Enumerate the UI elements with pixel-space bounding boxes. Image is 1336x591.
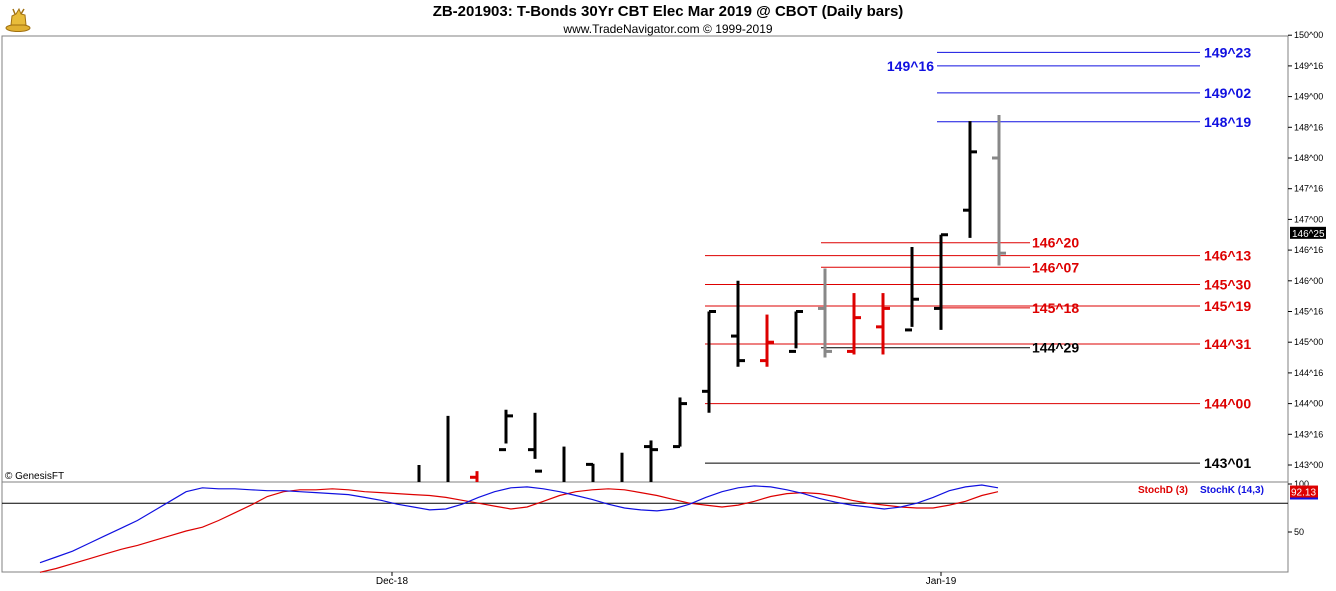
bull-logo-icon [5,7,31,32]
stoch-series-line [39,484,999,564]
plot-frame [1,35,1289,573]
stochastic-y-axis: 100 50 StochD (3) StochK (14,3) 92.13 [1138,479,1318,537]
level-label: 146^13 [1204,248,1251,264]
ohlc-bars [417,115,1006,482]
y-tick-label: 147^00 [1294,214,1323,224]
level-label: 144^31 [1204,336,1251,352]
level-label: 149^23 [1204,44,1251,60]
stoch-last-box [1290,485,1318,498]
y-tick-label: 147^16 [1294,184,1323,194]
y-tick-label: 150^00 [1294,30,1323,40]
chart-subtitle: www.TradeNavigator.com © 1999-2019 [563,22,773,36]
level-label: 145^18 [1032,300,1079,316]
y-tick-label: 149^00 [1294,92,1323,102]
y-tick-label: 148^16 [1294,122,1323,132]
level-label: 144^00 [1204,396,1251,412]
y-tick-label: 146^00 [1294,276,1323,286]
stoch-last-value: 92.13 [1291,488,1316,499]
y-tick-label: 145^00 [1294,337,1323,347]
level-label: 146^20 [1032,235,1079,251]
level-label: 145^30 [1204,276,1251,292]
level-label: 143^01 [1204,455,1251,471]
y-tick-label: 143^00 [1294,460,1323,470]
level-label: 149^16 [887,58,934,74]
level-label: 148^19 [1204,114,1251,130]
level-labels: 149^23 149^16 149^02 148^19 146^20 146^13 146^… [887,44,1251,471]
x-tick-label: Dec-18 [376,576,409,587]
stoch-tick-label: 50 [1294,527,1304,537]
level-label: 144^29 [1032,340,1079,356]
y-tick-label: 146^16 [1294,245,1323,255]
y-tick-label: 145^16 [1294,307,1323,317]
last-price-box [1290,226,1326,239]
level-lines [705,51,1200,464]
y-tick-label: 144^00 [1294,399,1323,409]
chart-title: ZB-201903: T-Bonds 30Yr CBT Elec Mar 201… [432,3,904,20]
stoch-k-legend: StochK (14,3) [1200,485,1264,496]
x-tick-label: Jan-19 [926,576,957,587]
stochastic-lines [2,484,1288,573]
stoch-tick-label: 100 [1294,479,1309,489]
level-label: 146^07 [1032,259,1079,275]
stochastic-panel: 100 50 StochD (3) StochK (14,3) 92.13 [2,479,1318,573]
y-tick-label: 148^00 [1294,153,1323,163]
level-label: 149^02 [1204,85,1251,101]
y-tick-label: 143^16 [1294,429,1323,439]
y-tick-label: 144^16 [1294,368,1323,378]
stoch-d-legend: StochD (3) [1138,485,1188,496]
stoch-series-line [39,488,999,573]
price-y-axis: 143^00 143^16 144^00 144^16 145^00 145^16 146^… [1288,30,1326,470]
price-panel: 149^23 149^16 149^02 148^19 146^20 146^13 146^… [417,30,1326,482]
chart-frames [1,35,1289,573]
copyright-label: © GenesisFT [5,471,64,482]
date-x-axis: Dec-18 Jan-19 [376,572,957,587]
y-tick-label: 149^16 [1294,61,1323,71]
level-label: 145^19 [1204,298,1251,314]
last-price-label: 146^25 [1292,229,1325,240]
